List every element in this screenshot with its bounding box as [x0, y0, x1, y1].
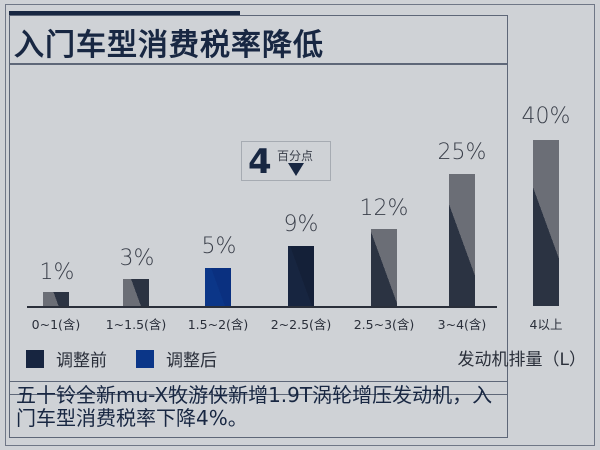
category-label: 1.5~2(含)	[187, 317, 249, 332]
title-accent-bar	[9, 11, 240, 16]
bar-0	[43, 292, 69, 306]
callout-number: 4	[248, 142, 272, 182]
value-label: 9%	[283, 212, 319, 237]
bar-1	[123, 279, 149, 306]
x-axis-title: 发动机排量（L）	[457, 350, 586, 370]
value-label: 3%	[119, 246, 155, 271]
bar-3	[288, 246, 314, 306]
legend-label: 调整前	[56, 351, 107, 371]
legend-swatch	[136, 349, 154, 368]
bar-6	[533, 140, 559, 306]
bar-2	[205, 268, 231, 306]
caption-note: 五十铃全新mu-X牧游侠新增1.9T涡轮增压发动机，入门车型消费税率下降4%。	[9, 381, 508, 438]
value-label: 12%	[359, 196, 409, 221]
outer-frame	[5, 4, 595, 446]
category-label: 1~1.5(含)	[105, 317, 167, 332]
category-label: 0~1(含)	[31, 317, 81, 332]
down-triangle-icon	[288, 163, 304, 176]
value-label: 40%	[521, 104, 571, 129]
x-axis-line	[27, 306, 497, 308]
category-label: 2~2.5(含)	[270, 317, 332, 332]
legend-item-before: 调整前	[26, 346, 107, 371]
reduction-callout: 4 百分点	[241, 141, 331, 182]
category-label: 4以上	[529, 317, 563, 332]
legend-swatch	[26, 349, 44, 368]
value-label: 1%	[39, 260, 75, 285]
chart-title: 入门车型消费税率降低	[14, 28, 324, 63]
callout-unit: 百分点	[277, 149, 314, 163]
value-label: 25%	[437, 140, 487, 165]
chart-frame	[9, 15, 508, 395]
bar-4	[371, 229, 397, 306]
title-divider	[9, 63, 508, 65]
legend-item-after: 调整后	[136, 346, 217, 371]
legend-label: 调整后	[166, 351, 217, 371]
bar-5	[449, 174, 475, 306]
category-label: 3~4(含)	[437, 317, 487, 332]
value-label: 5%	[201, 234, 237, 259]
category-label: 2.5~3(含)	[353, 317, 415, 332]
